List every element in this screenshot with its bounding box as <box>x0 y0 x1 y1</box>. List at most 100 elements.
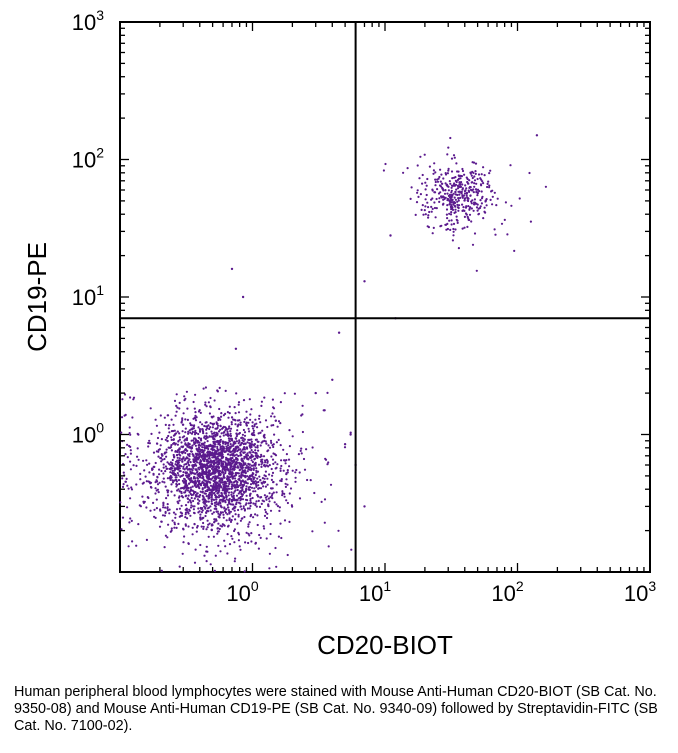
data-point <box>433 201 436 204</box>
data-point <box>447 189 450 192</box>
data-point <box>446 192 449 195</box>
data-point <box>252 467 255 470</box>
data-point <box>196 524 199 528</box>
data-point <box>434 191 437 194</box>
data-point <box>455 215 458 218</box>
data-point <box>421 173 424 177</box>
data-point <box>178 401 181 404</box>
data-point <box>473 182 476 185</box>
data-point <box>213 472 216 475</box>
data-point <box>193 460 196 464</box>
data-point <box>192 508 195 511</box>
data-point <box>224 465 227 468</box>
data-point <box>488 172 491 175</box>
data-point <box>483 174 486 177</box>
data-point <box>245 464 248 467</box>
data-point <box>240 495 244 498</box>
data-point <box>120 528 123 531</box>
data-point <box>177 459 180 462</box>
data-point <box>199 437 203 440</box>
data-point <box>223 524 226 527</box>
data-point <box>461 227 464 230</box>
data-point <box>265 516 269 520</box>
data-point <box>222 455 225 458</box>
data-point <box>441 195 444 198</box>
data-point <box>186 476 189 479</box>
data-point-outlier <box>234 347 238 350</box>
data-point <box>288 429 291 432</box>
data-point <box>199 493 202 497</box>
data-point <box>233 406 236 409</box>
data-point <box>286 469 289 472</box>
data-point <box>450 157 454 160</box>
data-point <box>158 525 162 528</box>
data-point <box>218 473 221 477</box>
data-point <box>201 473 204 476</box>
data-point <box>247 421 250 424</box>
data-point <box>286 553 289 557</box>
data-point <box>451 194 454 197</box>
data-point <box>454 193 457 196</box>
data-point <box>182 465 185 468</box>
data-point <box>263 477 266 480</box>
data-point <box>224 441 227 444</box>
data-point <box>192 400 195 404</box>
data-point <box>452 201 455 204</box>
data-point <box>148 439 151 442</box>
data-point <box>202 521 205 525</box>
data-point <box>185 449 188 452</box>
data-point <box>230 445 233 448</box>
data-point <box>195 464 198 467</box>
data-point <box>215 434 218 437</box>
data-point <box>227 491 231 494</box>
data-point <box>256 477 259 480</box>
data-point <box>166 477 169 480</box>
data-point <box>256 444 259 447</box>
data-point <box>198 441 201 444</box>
data-point <box>204 454 207 457</box>
data-point <box>226 475 229 478</box>
data-point <box>268 500 271 503</box>
data-point <box>185 472 188 475</box>
data-point <box>214 478 217 481</box>
data-point <box>253 457 257 460</box>
data-point <box>193 561 197 564</box>
data-point <box>510 204 513 207</box>
data-point <box>210 528 213 531</box>
data-point <box>181 457 184 461</box>
data-point <box>217 465 220 469</box>
data-point <box>219 494 222 497</box>
data-point <box>324 457 327 460</box>
data-point <box>264 461 267 464</box>
data-point <box>166 536 169 539</box>
data-point <box>199 490 202 493</box>
data-point <box>125 477 128 480</box>
data-point <box>201 458 205 461</box>
data-point <box>255 422 258 425</box>
data-point <box>199 411 202 414</box>
data-point <box>299 449 302 452</box>
data-point <box>461 195 464 198</box>
data-point <box>272 462 275 465</box>
data-point <box>283 392 286 395</box>
data-point <box>281 494 284 497</box>
data-point <box>221 481 224 484</box>
data-point <box>273 501 276 504</box>
data-point <box>275 491 278 494</box>
data-point <box>245 410 248 413</box>
data-point <box>211 426 214 429</box>
data-point <box>247 541 250 545</box>
data-point <box>452 203 455 206</box>
data-point <box>155 507 158 510</box>
data-point <box>230 493 233 496</box>
data-point <box>131 416 134 419</box>
data-point <box>456 187 460 190</box>
data-point <box>216 496 219 499</box>
data-point <box>130 488 134 491</box>
data-point <box>226 428 229 431</box>
data-point <box>184 397 187 400</box>
data-point <box>270 424 273 427</box>
data-point <box>416 189 419 192</box>
data-point <box>469 171 472 174</box>
data-point <box>217 462 220 465</box>
